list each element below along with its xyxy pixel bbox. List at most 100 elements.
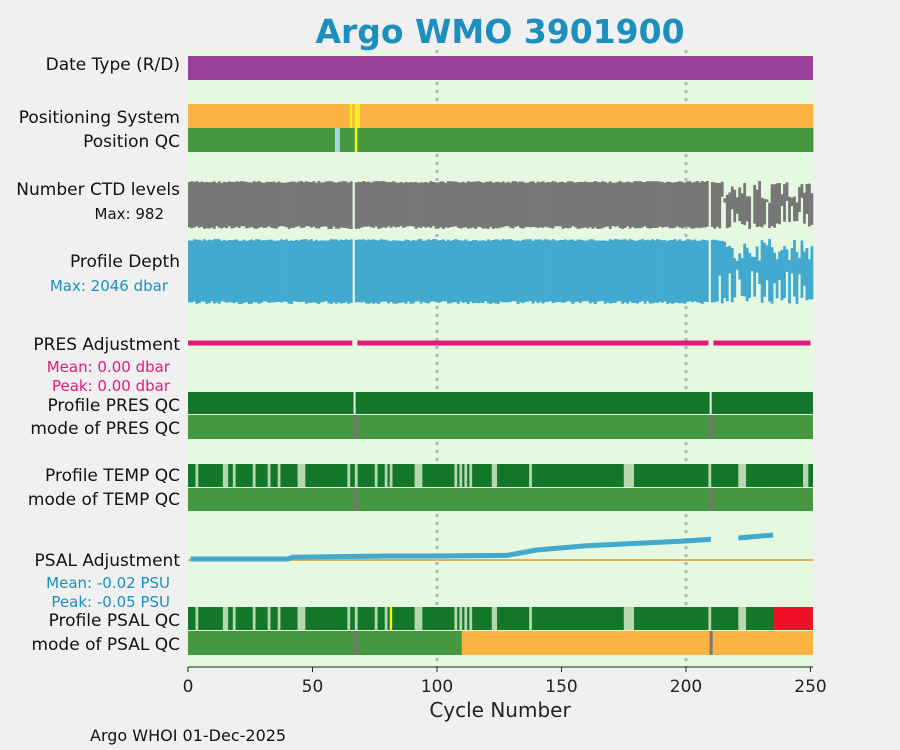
profile-depth-bar <box>658 239 662 302</box>
ctd-level-bar <box>728 192 732 228</box>
profile-depth-bar <box>638 239 642 302</box>
profile-depth-bar <box>770 247 774 304</box>
ctd-level-bar <box>486 181 490 229</box>
ctd-level-bar <box>740 193 744 225</box>
profile-depth-bar <box>758 260 762 284</box>
profile-depth-bar <box>305 239 308 304</box>
profile-pres-qc-bar <box>188 392 813 414</box>
profile-depth-bar <box>489 240 493 304</box>
profile-depth-bar <box>748 253 752 298</box>
ctd-level-bar <box>314 182 318 229</box>
profile-depth-bar <box>551 239 555 304</box>
x-tick-label: 150 <box>545 677 577 697</box>
psal-qc-light <box>459 607 463 630</box>
profile-depth-bar <box>768 239 771 302</box>
profile-depth-bar <box>260 240 264 303</box>
ctd-level-bar <box>576 182 580 229</box>
ctd-level-bar <box>611 182 615 227</box>
ctd-level-bar <box>638 181 642 229</box>
ctd-level-bar <box>760 197 764 228</box>
ctd-level-bar <box>529 181 532 228</box>
profile-depth-bar <box>461 240 465 303</box>
profile-depth-bar <box>723 241 727 299</box>
profile-depth-bar <box>780 249 784 301</box>
profile-depth-bar <box>720 240 724 304</box>
temp-qc-light <box>232 464 236 487</box>
positioning-segment <box>354 104 361 128</box>
row-label-date-type: Date Type (R/D) <box>46 55 180 75</box>
ctd-level-bar <box>519 181 522 228</box>
ctd-level-bar <box>242 181 246 227</box>
ctd-level-bar <box>257 181 261 228</box>
profile-depth-bar <box>290 240 293 304</box>
ctd-level-bar <box>651 181 654 229</box>
ctd-level-bar <box>419 182 423 228</box>
profile-depth-bar <box>220 240 224 302</box>
profile-depth-bar <box>456 239 460 304</box>
profile-depth-bar <box>240 240 244 304</box>
profile-depth-bar <box>648 240 652 304</box>
positioning-segment <box>359 104 814 128</box>
profile-depth-bar <box>563 239 567 303</box>
ctd-level-bar <box>317 181 321 229</box>
profile-depth-bar <box>743 243 747 297</box>
profile-depth-bar <box>466 240 470 304</box>
profile-depth-bar <box>616 239 620 302</box>
row-label-profile-pres-qc: Profile PRES QC <box>47 396 180 416</box>
ctd-level-bar <box>237 181 241 228</box>
position-qc-segment <box>354 128 358 152</box>
psal-qc-light <box>252 607 256 630</box>
ctd-level-bar <box>738 187 742 222</box>
psal-qc-light <box>708 607 712 630</box>
profile-depth-bar <box>715 240 719 302</box>
ctd-level-bar <box>641 181 644 228</box>
profile-depth-bar <box>745 247 749 302</box>
profile-depth-bar <box>703 239 707 302</box>
profile-depth-bar <box>588 239 592 304</box>
ctd-level-bar <box>526 182 530 227</box>
ctd-level-bar <box>484 181 488 229</box>
profile-depth-bar <box>559 239 562 303</box>
pres-qc-gap <box>709 392 712 414</box>
profile-depth-bar <box>265 240 268 302</box>
temp-qc-light <box>805 464 809 487</box>
profile-depth-bar <box>225 240 229 303</box>
profile-depth-bar <box>287 240 291 304</box>
temp-qc-light <box>459 464 463 487</box>
profile-depth-bar <box>671 240 674 304</box>
psal-mean-label: Mean: -0.02 PSU <box>46 574 170 592</box>
ctd-level-bar <box>768 202 771 229</box>
psal-qc-light <box>195 607 199 630</box>
ctd-level-bar <box>297 181 301 227</box>
ctd-level-bar <box>265 181 268 228</box>
ctd-level-bar <box>695 181 699 228</box>
ctd-level-bar <box>451 181 455 227</box>
ctd-level-bar <box>805 183 809 214</box>
profile-depth-bar <box>603 240 607 304</box>
profile-depth-bar <box>733 258 737 298</box>
profile-depth-bar <box>795 252 799 304</box>
pres-mode-mark <box>353 415 357 439</box>
profile-depth-bar <box>728 245 732 274</box>
profile-depth-bar <box>409 240 413 304</box>
ctd-level-bar <box>775 183 779 224</box>
positioning-segment <box>188 104 351 128</box>
profile-depth-bar <box>188 240 191 303</box>
ctd-level-bar <box>399 181 403 227</box>
ctd-level-bar <box>409 182 413 227</box>
profile-depth-bar <box>369 239 373 303</box>
profile-depth-bar <box>526 239 530 302</box>
ctd-level-bar <box>245 181 249 229</box>
psal-qc-light <box>454 607 458 630</box>
profile-depth-bar <box>788 260 791 304</box>
ctd-level-bar <box>671 182 674 229</box>
profile-depth-bar <box>688 239 692 302</box>
ctd-level-bar <box>329 181 333 229</box>
ctd-level-bar <box>803 192 806 224</box>
profile-depth-bar <box>651 239 654 304</box>
profile-depth-bar <box>678 239 682 304</box>
psal-qc-light <box>302 607 306 630</box>
temp-qc-light <box>414 464 418 487</box>
